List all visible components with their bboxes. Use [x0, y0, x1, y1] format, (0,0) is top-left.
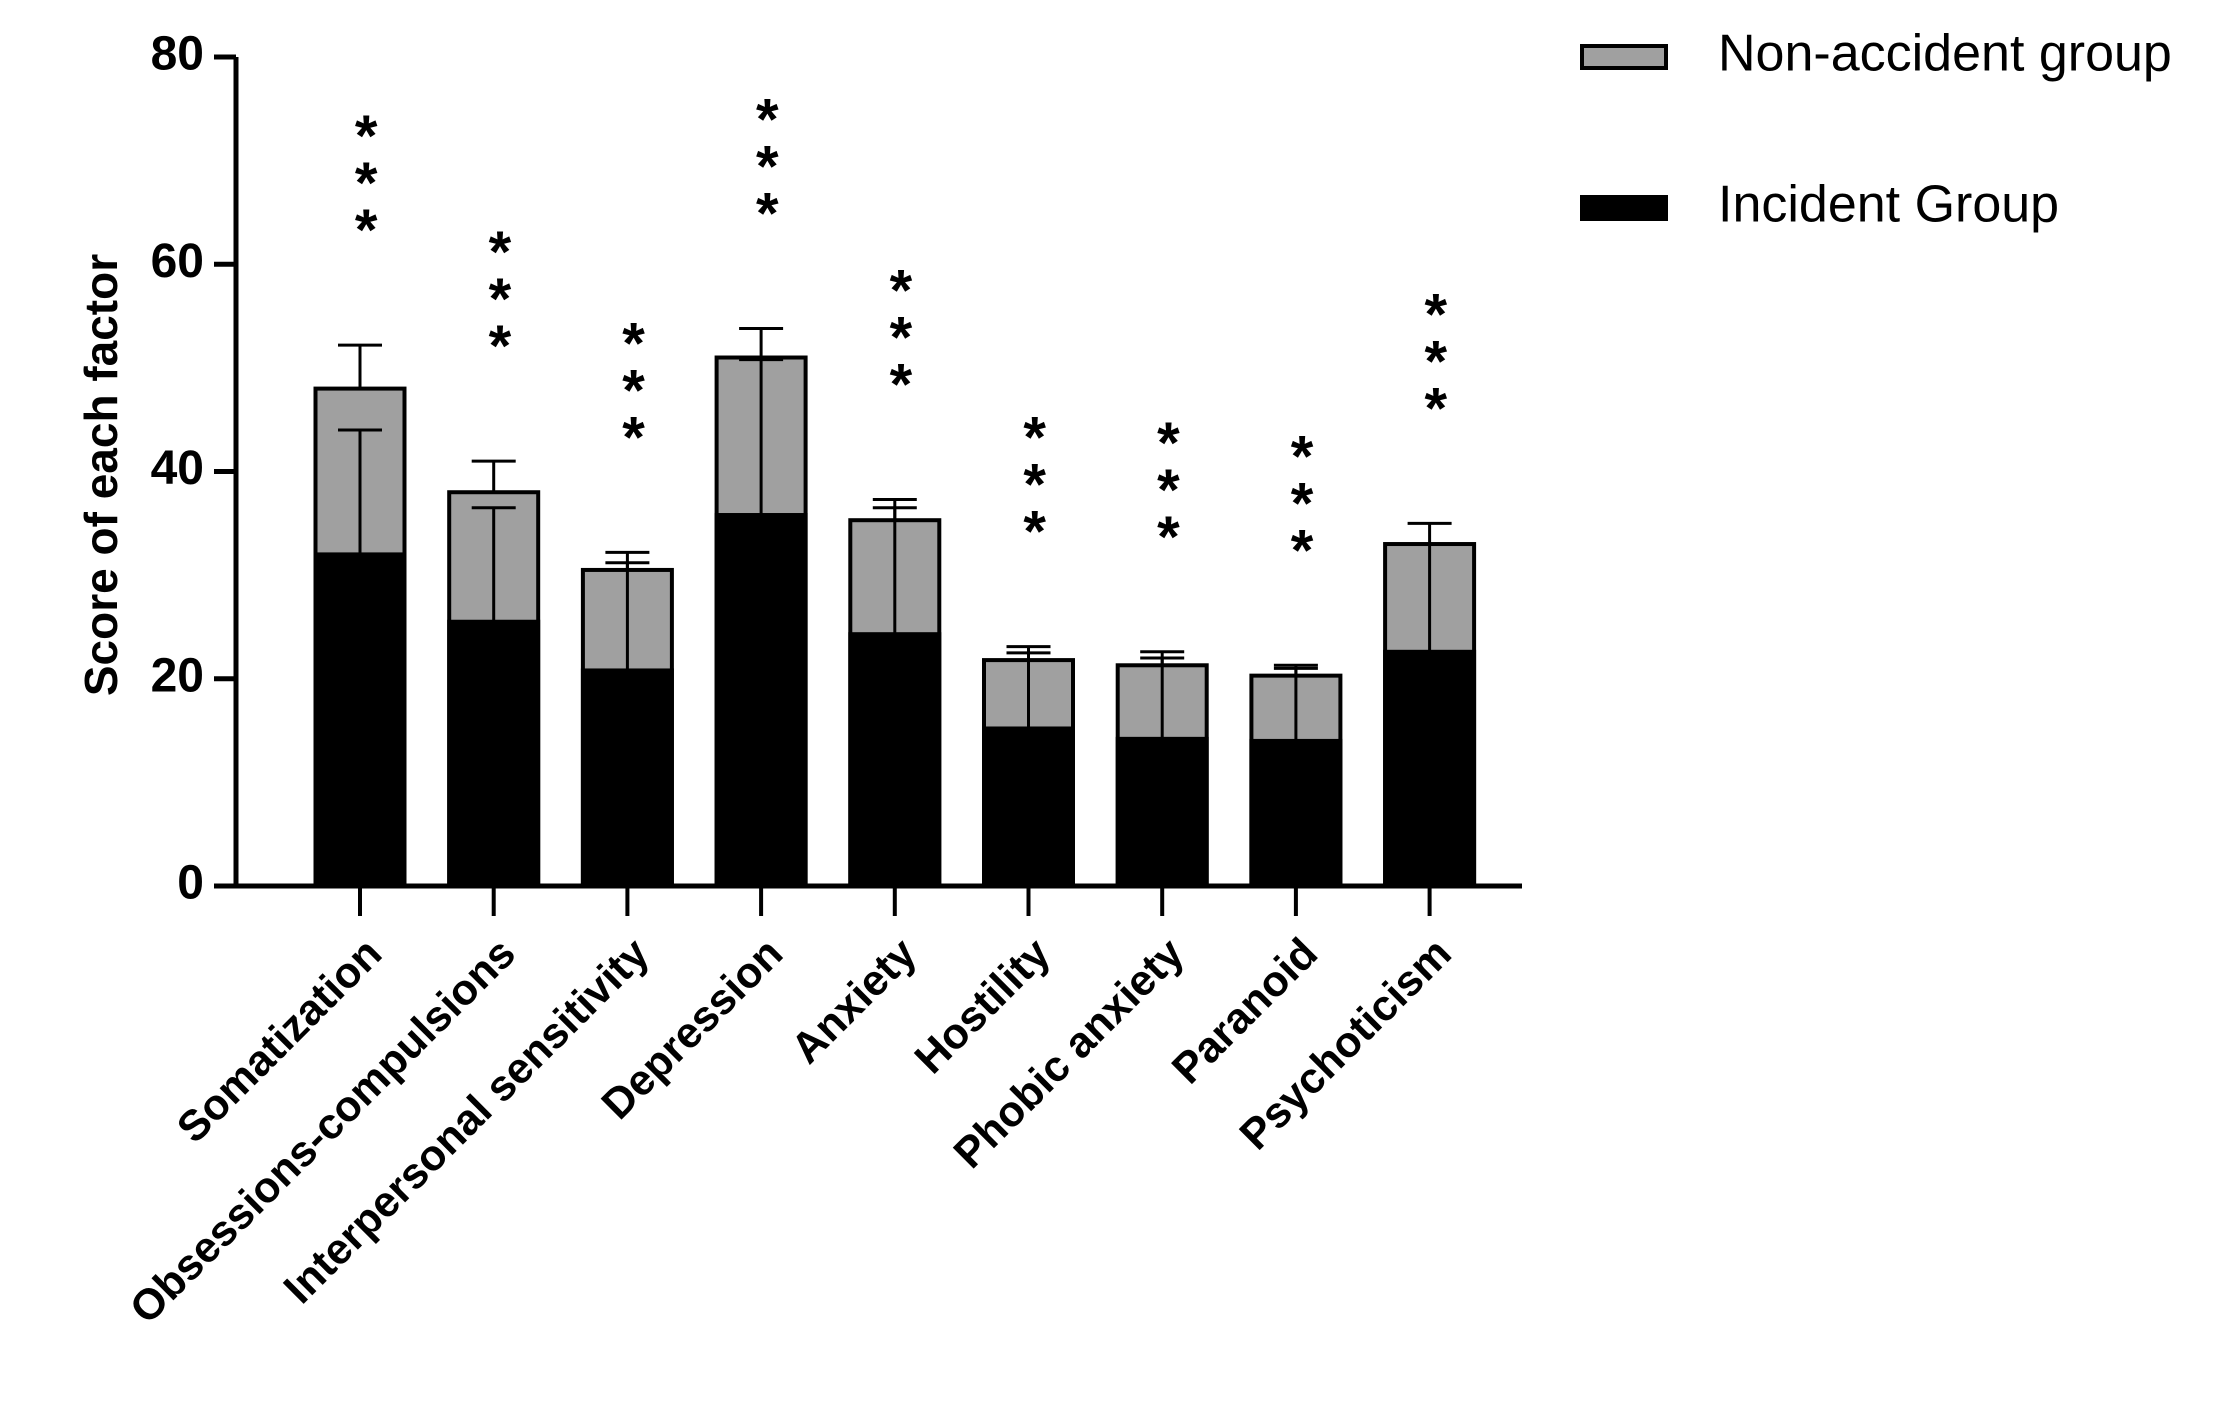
bar [580, 668, 674, 889]
bar [848, 632, 942, 888]
error-bar [471, 506, 516, 622]
error-bar [1273, 666, 1318, 741]
legend-swatch [1580, 44, 1668, 70]
error-bar [605, 561, 650, 671]
error-bar [1006, 651, 1051, 729]
error-bar [739, 358, 784, 516]
y-axis-title: Score of each factor [75, 254, 127, 696]
significance-marker: *** [1002, 406, 1067, 547]
bar [1115, 736, 1209, 888]
x-tick-label: Phobic anxiety [945, 929, 1194, 1178]
significance-marker: *** [334, 104, 399, 245]
legend-label: Incident Group [1718, 176, 2059, 234]
bar [447, 619, 541, 888]
error-bar [471, 459, 516, 493]
y-tick-label: 40 [151, 442, 204, 495]
bar [313, 552, 407, 889]
error-bar [1140, 656, 1185, 739]
bar [982, 726, 1075, 888]
legend-label: Non-accident group [1718, 25, 2172, 83]
error-bar [872, 506, 917, 635]
error-bar [1407, 542, 1452, 652]
legend-swatch [1580, 195, 1668, 221]
bar [1249, 738, 1343, 888]
significance-marker: *** [1403, 282, 1468, 423]
error-bar [739, 326, 784, 358]
significance-marker: *** [467, 220, 532, 361]
error-bar [1407, 521, 1452, 545]
y-tick-label: 20 [151, 649, 204, 702]
x-tick-label: Anxiety [782, 929, 926, 1073]
y-tick-label: 0 [177, 857, 204, 910]
error-bar [338, 428, 382, 555]
significance-marker: *** [601, 311, 666, 452]
significance-marker: *** [868, 258, 933, 399]
significance-marker: *** [735, 87, 800, 228]
y-tick-label: 80 [151, 28, 204, 81]
y-tick-label: 60 [151, 235, 204, 288]
significance-marker: *** [1270, 424, 1335, 565]
significance-marker: *** [1136, 411, 1201, 552]
bar [714, 513, 808, 889]
error-bar [338, 343, 382, 389]
bar [1383, 649, 1477, 888]
